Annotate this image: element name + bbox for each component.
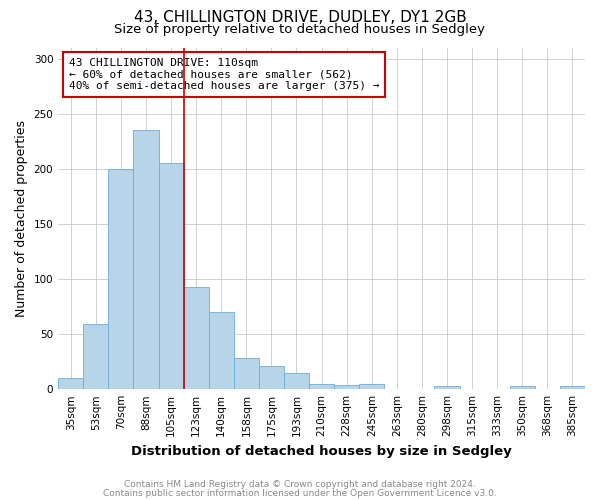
Text: Contains HM Land Registry data © Crown copyright and database right 2024.: Contains HM Land Registry data © Crown c… [124,480,476,489]
Bar [234,358,259,389]
Bar [109,168,133,389]
Text: 43 CHILLINGTON DRIVE: 110sqm
← 60% of detached houses are smaller (562)
40% of s: 43 CHILLINGTON DRIVE: 110sqm ← 60% of de… [69,58,379,91]
Bar [58,378,83,389]
Bar [309,384,334,389]
Text: Contains public sector information licensed under the Open Government Licence v3: Contains public sector information licen… [103,488,497,498]
Bar [158,163,184,389]
X-axis label: Distribution of detached houses by size in Sedgley: Distribution of detached houses by size … [131,444,512,458]
Bar [209,312,234,389]
Text: Size of property relative to detached houses in Sedgley: Size of property relative to detached ho… [115,22,485,36]
Text: 43, CHILLINGTON DRIVE, DUDLEY, DY1 2GB: 43, CHILLINGTON DRIVE, DUDLEY, DY1 2GB [134,10,466,25]
Bar [133,130,158,389]
Bar [259,366,284,389]
Bar [359,384,385,389]
Bar [334,385,359,389]
Bar [560,386,585,389]
Bar [510,386,535,389]
Bar [83,324,109,389]
Y-axis label: Number of detached properties: Number of detached properties [15,120,28,317]
Bar [284,372,309,389]
Bar [184,286,209,389]
Bar [434,386,460,389]
